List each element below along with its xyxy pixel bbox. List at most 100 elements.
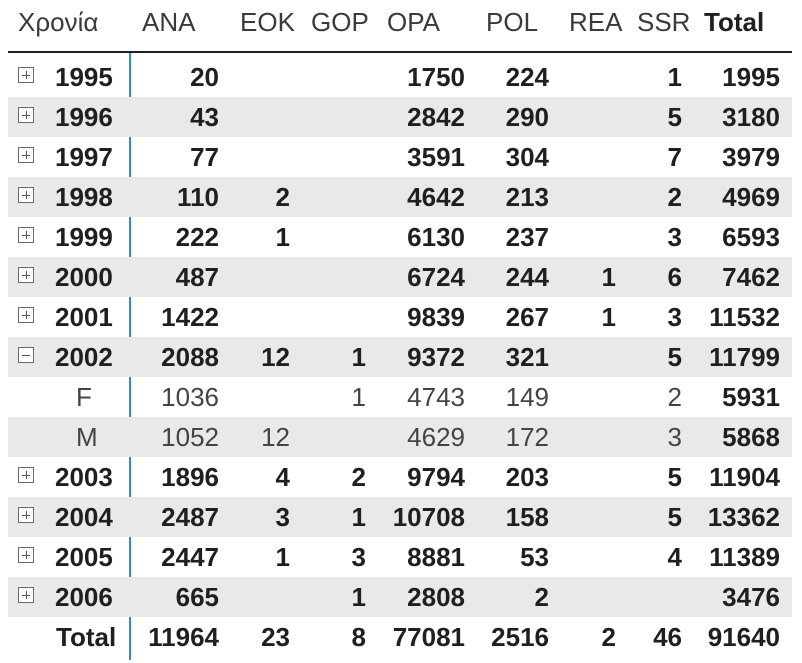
cell-ssr: 46: [653, 622, 682, 652]
cell-pol: 321: [505, 342, 549, 372]
total-row: Total 11964 23 8 77081 2516 2 46 91640: [8, 617, 792, 657]
cell-opa: 6130: [407, 222, 465, 252]
row-header-label: 2002: [55, 342, 113, 372]
cell-gop: 8: [351, 622, 366, 652]
expand-icon[interactable]: [18, 227, 34, 243]
column-header-row: Χρονία ANA EOK GOP OPA POL REA SSR Total: [0, 0, 802, 48]
cell-eok: 1: [275, 222, 290, 252]
cell-ana: 1036: [161, 382, 219, 412]
cell-total: 3979: [722, 142, 780, 172]
column-header-ssr[interactable]: SSR: [637, 7, 691, 37]
cell-pol: 213: [505, 182, 549, 212]
expand-icon[interactable]: [18, 587, 34, 603]
cell-ana: 1422: [161, 302, 219, 332]
cell-total: 3476: [722, 582, 780, 612]
row-header-label: 1999: [55, 222, 113, 252]
cell-total: 6593: [722, 222, 780, 252]
cell-total: 5931: [722, 382, 780, 412]
table-row: 1996 43 2842 290 5 3180: [8, 97, 792, 137]
column-header-rea[interactable]: REA: [569, 7, 623, 37]
column-header-gop[interactable]: GOP: [311, 7, 369, 37]
cell-gop: 2: [351, 462, 366, 492]
cell-ssr: 3: [667, 422, 682, 452]
table-row: 1999 222 1 6130 237 3 6593: [8, 217, 792, 257]
cell-total: 13362: [707, 502, 780, 532]
cell-ssr: 5: [667, 102, 682, 132]
column-header-ana[interactable]: ANA: [142, 7, 196, 37]
cell-opa: 1750: [407, 62, 465, 92]
cell-total: 7462: [722, 262, 780, 292]
table-row: 1998 110 2 4642 213 2 4969: [8, 177, 792, 217]
cell-pol: 203: [505, 462, 549, 492]
cell-opa: 10708: [392, 502, 465, 532]
expand-icon[interactable]: [18, 307, 34, 323]
table-row: 1995 20 1750 224 1 1995: [8, 57, 792, 97]
expand-icon[interactable]: [18, 107, 34, 123]
cell-ssr: 7: [667, 142, 682, 172]
expand-icon[interactable]: [18, 547, 34, 563]
cell-eok: 4: [275, 462, 290, 492]
cell-ssr: 5: [667, 502, 682, 532]
cell-ssr: 1: [667, 62, 682, 92]
cell-opa: 6724: [407, 262, 465, 292]
cell-gop: 1: [351, 342, 366, 372]
cell-opa: 9794: [407, 462, 465, 492]
column-header-total[interactable]: Total: [704, 7, 765, 37]
column-header-opa[interactable]: OPA: [387, 7, 440, 37]
cell-eok: 12: [261, 422, 290, 452]
column-header-pol[interactable]: POL: [486, 7, 539, 37]
cell-ssr: 2: [667, 182, 682, 212]
cell-ssr: 3: [667, 222, 682, 252]
expand-icon[interactable]: [18, 187, 34, 203]
table-row: 2005 2447 1 3 8881 53 4 11389: [8, 537, 792, 577]
cell-eok: 1: [275, 542, 290, 572]
cell-ana: 487: [175, 262, 219, 292]
expand-icon[interactable]: [18, 147, 34, 163]
cell-opa: 9372: [407, 342, 465, 372]
column-header-eok[interactable]: EOK: [240, 7, 295, 37]
cell-pol: 2516: [491, 622, 549, 652]
cell-ana: 11964: [148, 622, 219, 652]
cell-opa: 8881: [407, 542, 465, 572]
cell-ana: 2088: [161, 342, 219, 372]
cell-gop: 1: [351, 502, 366, 532]
collapse-icon[interactable]: [18, 347, 34, 363]
cell-ana: 43: [190, 102, 219, 132]
cell-pol: 158: [505, 502, 549, 532]
column-header-year[interactable]: Χρονία: [18, 7, 99, 37]
cell-ana: 2447: [161, 542, 219, 572]
cell-ssr: 2: [667, 382, 682, 412]
row-header-label: 2004: [55, 502, 113, 532]
cell-opa: 2842: [407, 102, 465, 132]
row-header-label: 1995: [55, 62, 113, 92]
row-header-label: M: [76, 422, 98, 452]
cell-opa: 77081: [392, 622, 465, 652]
row-header-label: 2003: [55, 462, 113, 492]
table-row: 1997 77 3591 304 7 3979: [8, 137, 792, 177]
cell-opa: 3591: [407, 142, 465, 172]
row-header-label: 2005: [55, 542, 113, 572]
expand-icon[interactable]: [18, 507, 34, 523]
table-row: 2003 1896 4 2 9794 203 5 11904: [8, 457, 792, 497]
cell-ana: 665: [175, 582, 219, 612]
cell-ana: 1896: [161, 462, 219, 492]
cell-opa: 4629: [407, 422, 465, 452]
table-row: 2002 2088 12 1 9372 321 5 11799: [8, 337, 792, 377]
table-row: 2000 487 6724 244 1 6 7462: [8, 257, 792, 297]
cell-pol: 237: [505, 222, 549, 252]
cell-ana: 77: [190, 142, 219, 172]
expand-icon[interactable]: [18, 267, 34, 283]
cell-total: 4969: [722, 182, 780, 212]
cell-eok: 12: [261, 342, 290, 372]
cell-eok: 3: [275, 502, 290, 532]
cell-pol: 304: [505, 142, 549, 172]
cell-total: 3180: [722, 102, 780, 132]
expand-icon[interactable]: [18, 467, 34, 483]
cell-pol: 224: [505, 62, 549, 92]
cell-total: 1995: [722, 62, 780, 92]
expand-icon[interactable]: [18, 67, 34, 83]
cell-eok: 2: [275, 182, 290, 212]
row-header-label: 1996: [55, 102, 113, 132]
cell-eok: 23: [261, 622, 290, 652]
